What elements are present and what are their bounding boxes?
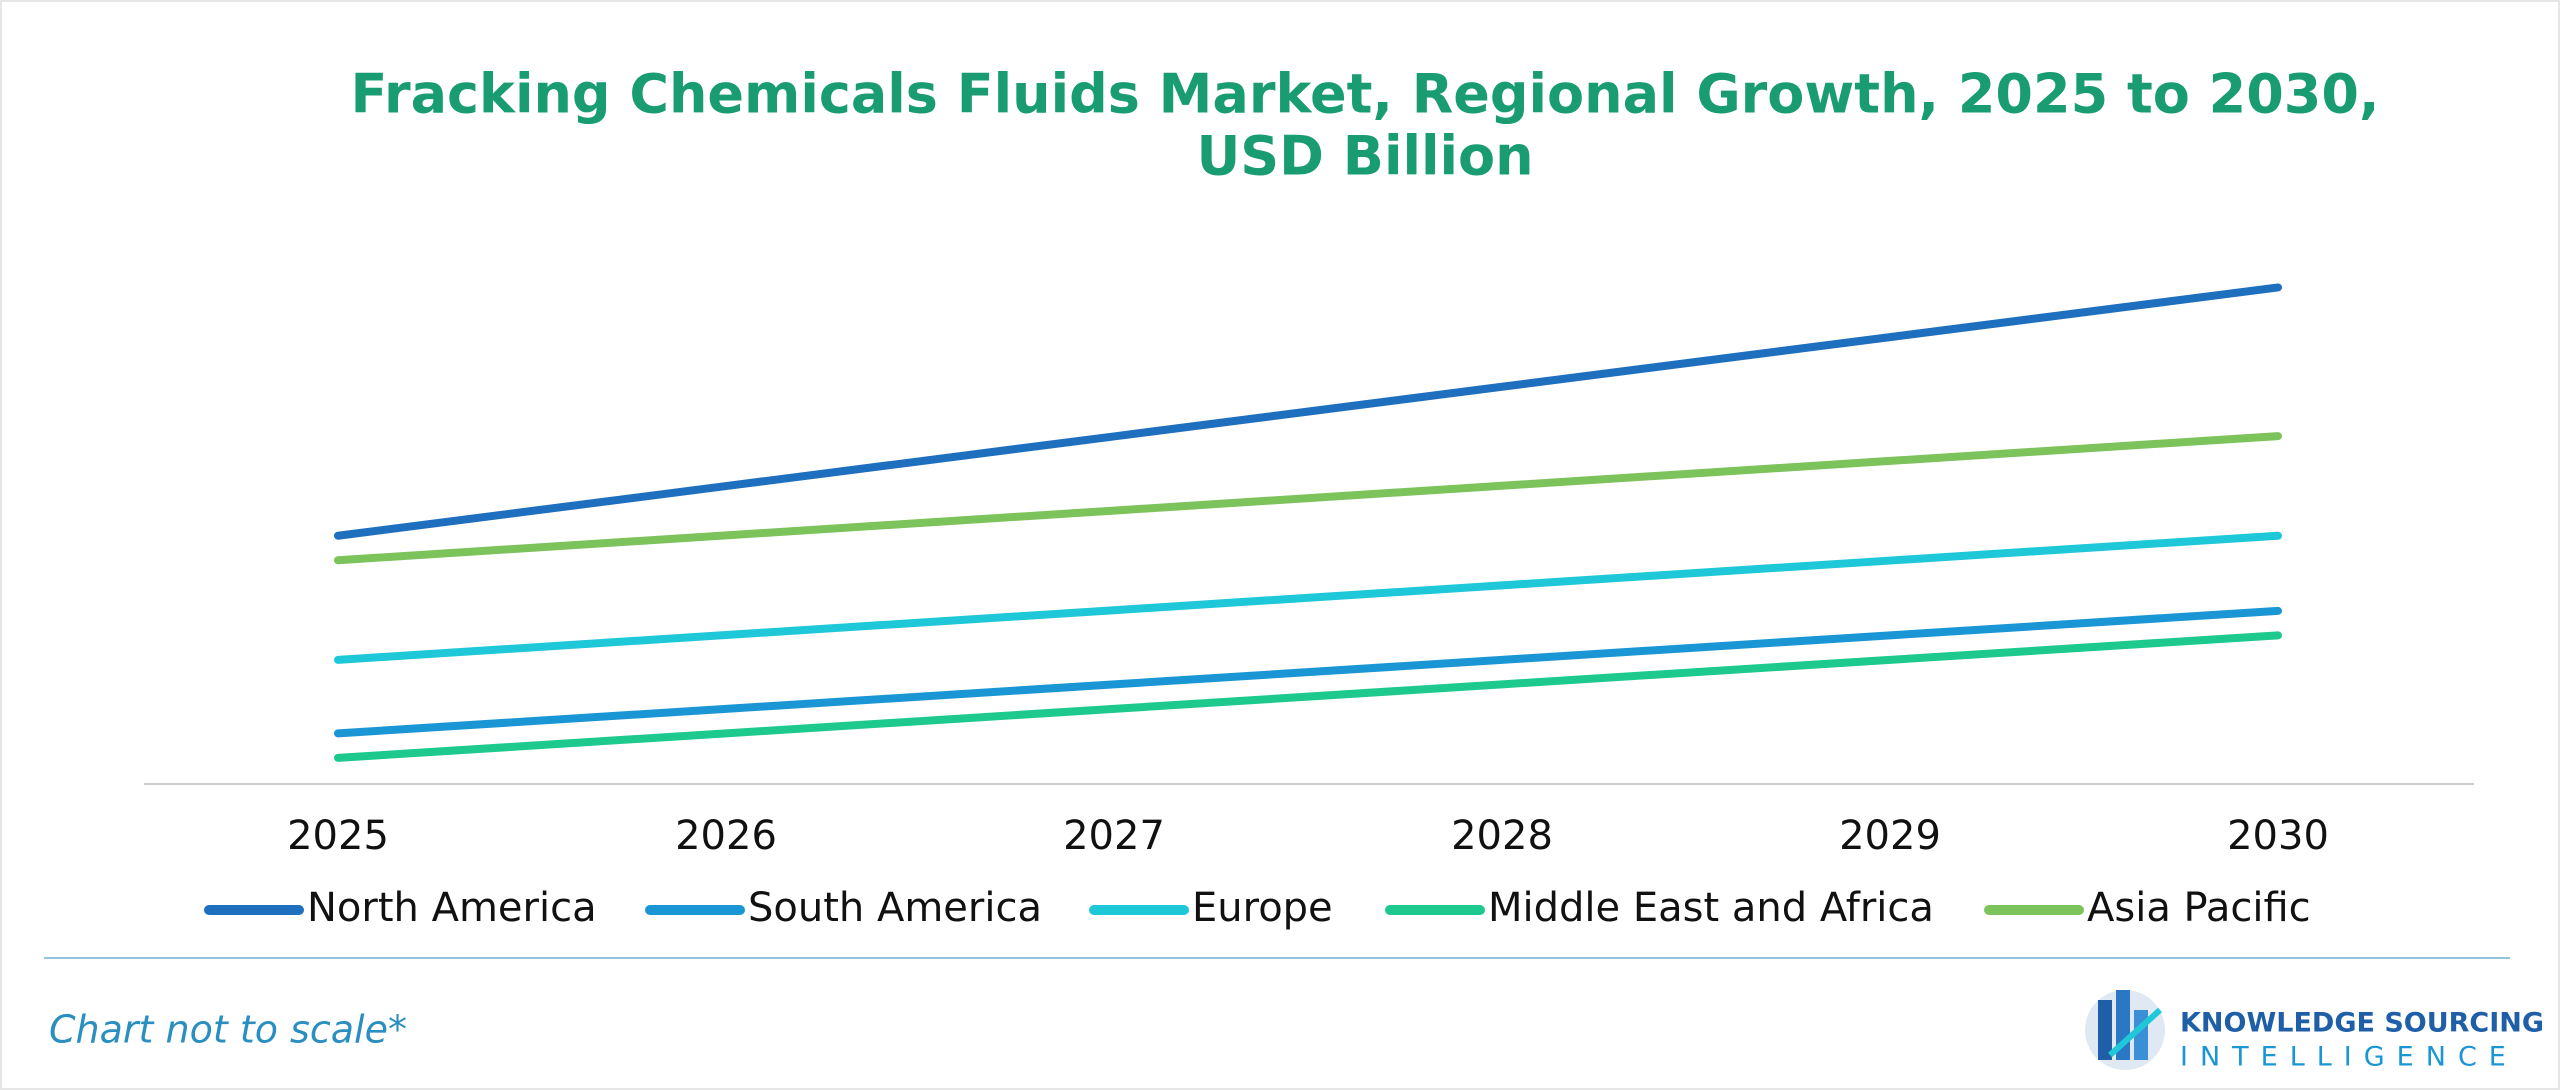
chart-subtitle: USD Billion [1196,125,1533,188]
legend-label: South America [748,885,1042,931]
logo-arrow [2107,1007,2163,1058]
x-tick-label: 2029 [1839,813,1941,859]
legend-label: Middle East and Africa [1488,885,1934,931]
logo-bar [2098,1000,2112,1060]
series-line [334,531,2282,664]
x-tick-label: 2030 [2227,813,2329,859]
footnote: Chart not to scale* [49,1008,407,1052]
series-line [334,432,2282,565]
x-tick-label: 2027 [1063,813,1165,859]
series-line [334,606,2282,738]
chart-title: Fracking Chemicals Fluids Market, Region… [351,63,2380,126]
legend-label: North America [307,885,597,931]
logo-text: KNOWLEDGE SOURCING [2180,1008,2544,1039]
x-tick-label: 2026 [675,813,777,859]
logo: KNOWLEDGE SOURCING INTELLIGENCE [2085,990,2544,1073]
series-line [334,631,2282,762]
series-line [334,283,2282,540]
x-tick-label: 2028 [1451,813,1553,859]
legend-label: Asia Pacific [2087,885,2311,931]
legend-label: Europe [1192,885,1333,931]
logo-text: INTELLIGENCE [2180,1042,2518,1073]
x-tick-label: 2025 [287,813,389,859]
